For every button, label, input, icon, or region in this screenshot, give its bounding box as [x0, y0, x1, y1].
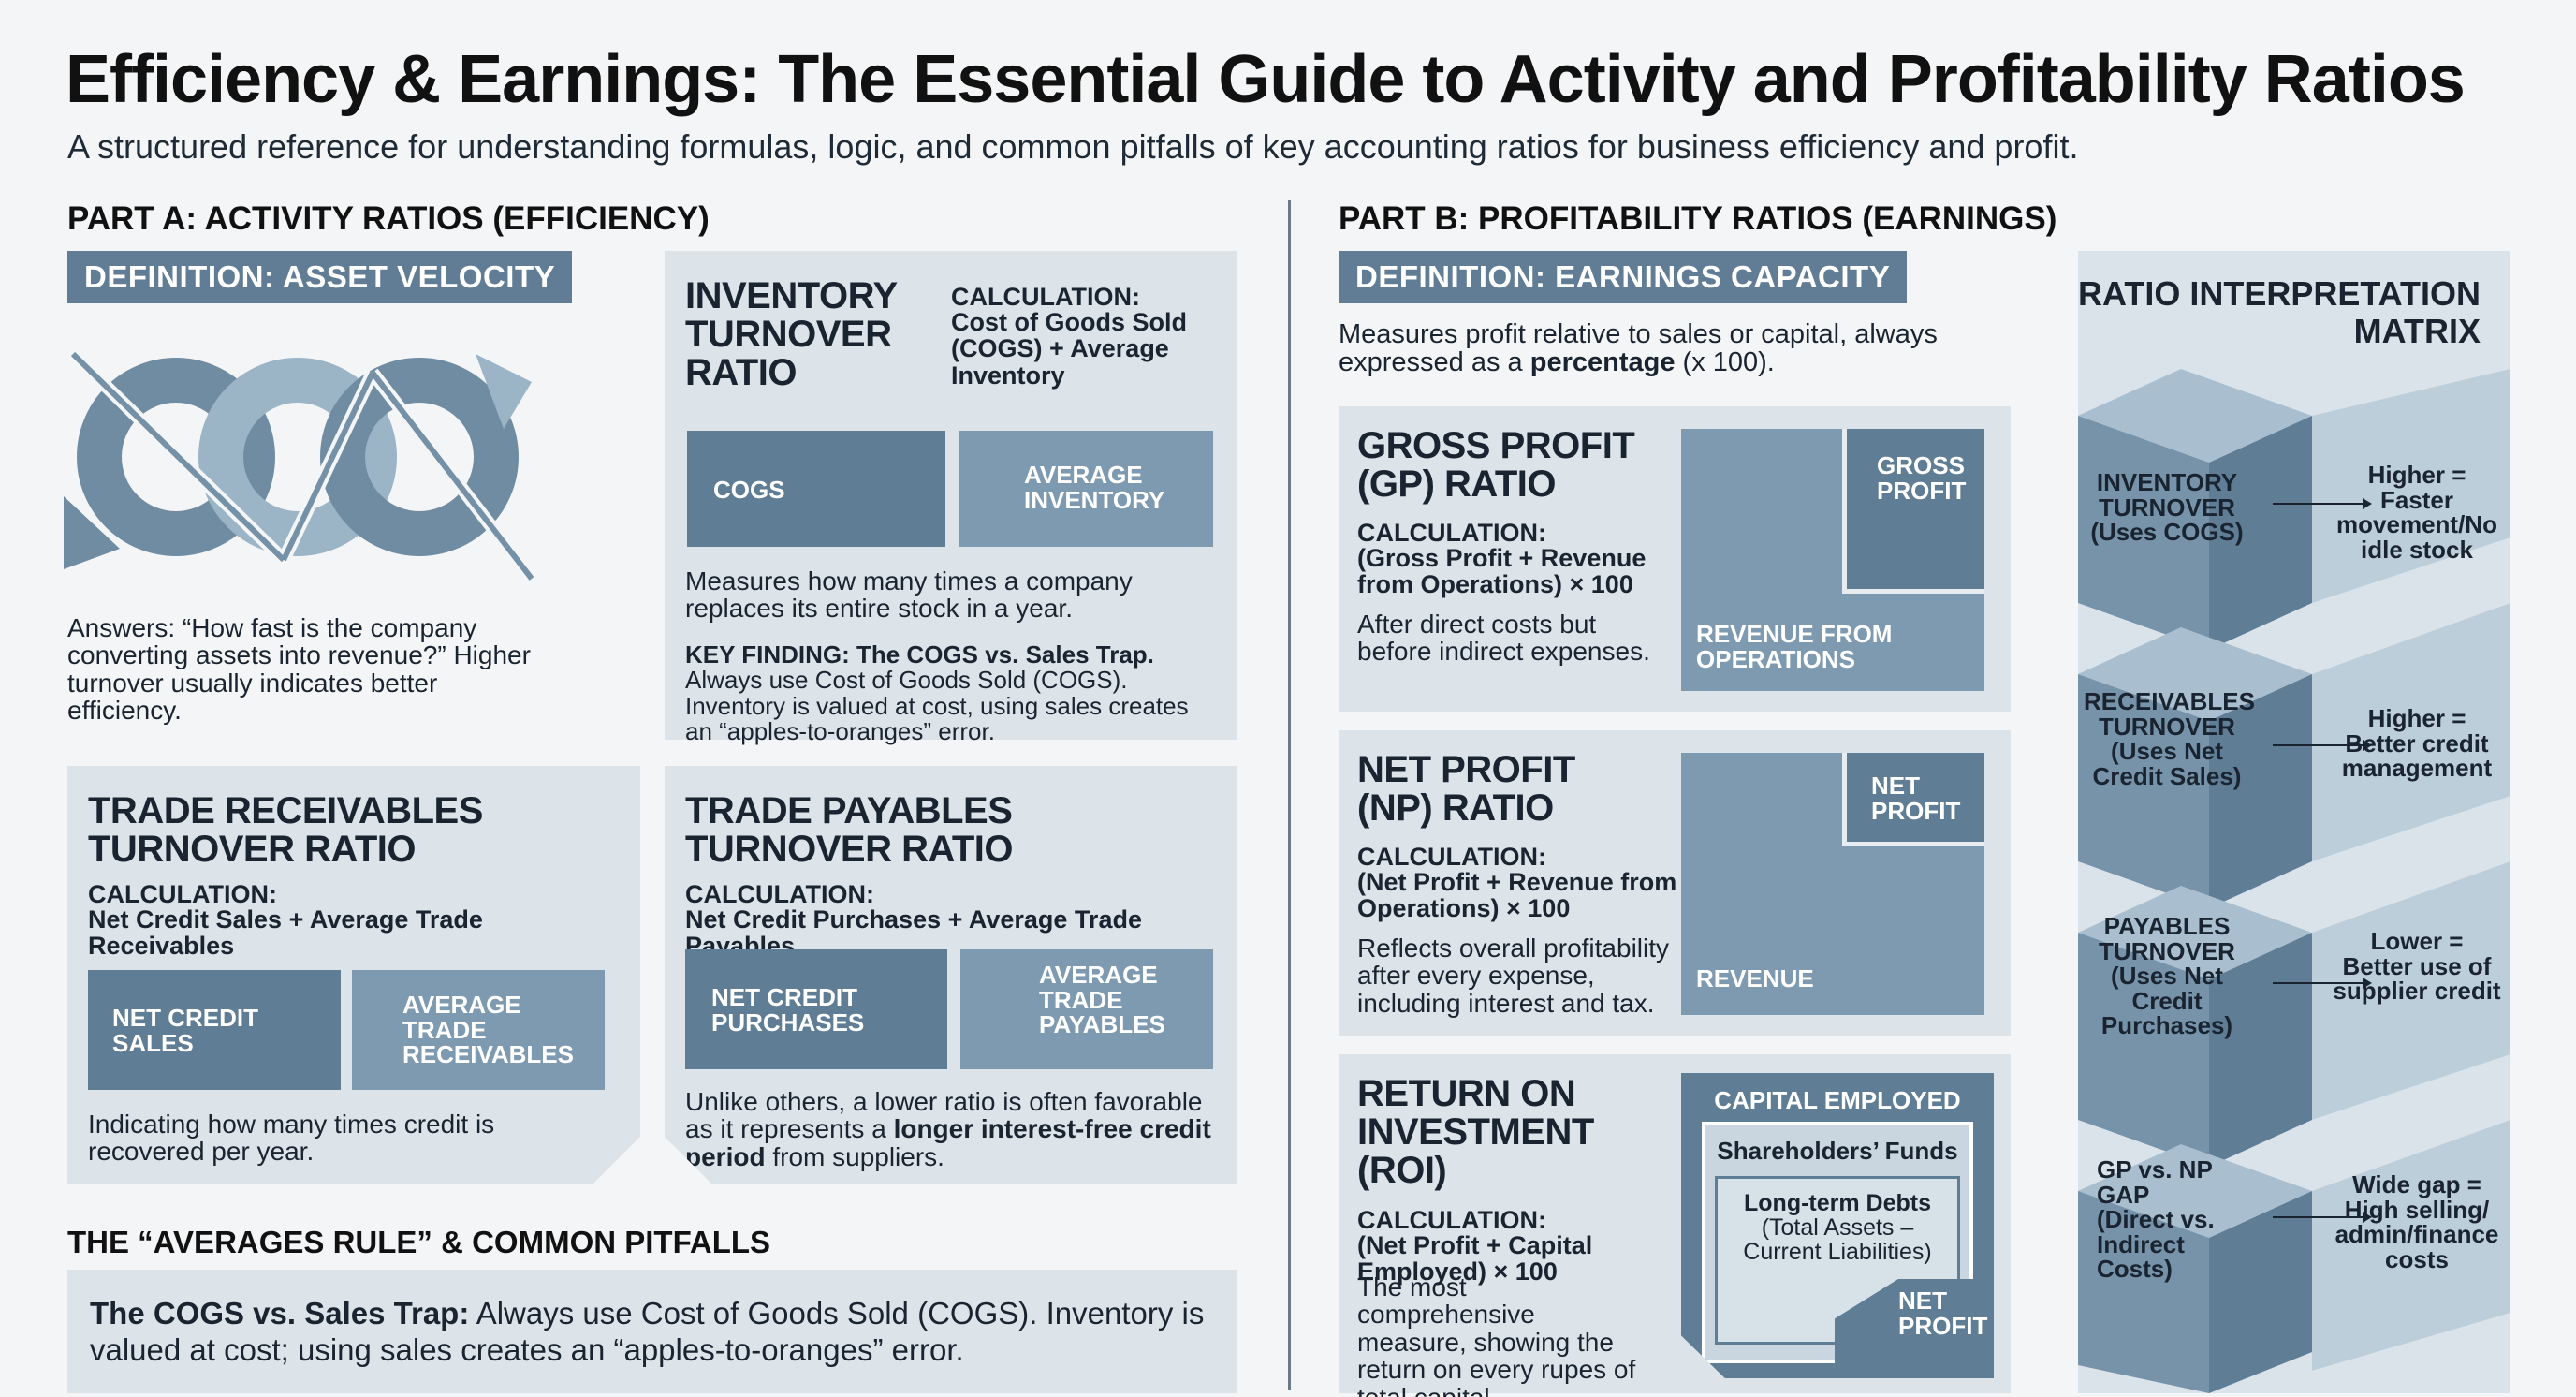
capital-employed-label: CAPITAL EMPLOYED [1714, 1086, 1961, 1114]
np-calc-formula: (Net Profit + Revenue from Operations) ×… [1357, 868, 1677, 923]
roi-calc-formula: (Net Profit + Capital Employed) × 100 [1357, 1231, 1593, 1287]
np-title: NET PROFIT (NP) RATIO [1357, 749, 1575, 829]
matrix-block-1 [2078, 369, 2510, 650]
inventory-calc-formula: Cost of Goods Sold (COGS) + Average Inve… [951, 308, 1187, 390]
key-finding-bold: KEY FINDING: The COGS vs. Sales Trap. [685, 640, 1154, 669]
matrix-row-2-note: Higher = Better credit management [2341, 704, 2493, 783]
inventory-title: INVENTORY TURNOVER RATIO [685, 275, 897, 393]
matrix-block-4 [2078, 1120, 2510, 1393]
matrix-row-3-label: PAYABLES TURNOVER (Uses Net Credit Purch… [2099, 912, 2235, 1040]
gross-profit-panel: GROSS PROFIT (GP) RATIO CALCULATION: (Gr… [1339, 406, 2011, 712]
payables-turnover-panel: TRADE PAYABLES TURNOVER RATIO CALCULATIO… [665, 766, 1237, 1184]
matrix-row-4-label: GP vs. NP GAP (Direct vs. Indirect Costs… [2097, 1155, 2215, 1284]
net-credit-sales-box: NET CREDIT SALES [88, 970, 341, 1090]
average-trade-payables-box: AVERAGE TRADE PAYABLES [960, 949, 1213, 1069]
gp-calc-label: CALCULATION: [1357, 519, 1546, 547]
definition-text-start: Measures profit relative to sales or cap… [1339, 319, 1938, 378]
np-calc-label: CALCULATION: [1357, 843, 1546, 871]
payables-description-start: Unlike others, a lower ratio is often fa… [685, 1087, 1203, 1144]
payables-description-bold: longer interest-free credit period [685, 1114, 1211, 1171]
page-subtitle: A structured reference for understanding… [67, 127, 2079, 166]
payables-description: Unlike others, a lower ratio is often fa… [685, 1088, 1228, 1170]
long-term-debts-label: Long-term Debts [1744, 1190, 1931, 1216]
definition-text-end: (x 100). [1682, 347, 1775, 378]
pitfalls-panel: The COGS vs. Sales Trap: Always use Cost… [67, 1270, 1237, 1393]
arrow-right-icon [2273, 498, 2372, 509]
roi-net-profit-label: NET PROFIT [1898, 1287, 1988, 1340]
gp-title: GROSS PROFIT (GP) RATIO [1357, 425, 1635, 505]
receivables-calc-label: CALCULATION: [88, 880, 277, 908]
answers-text: Answers: “How fast is the company conver… [67, 613, 531, 726]
gp-description: After direct costs but before indirect e… [1357, 610, 1650, 667]
shareholders-funds-label: Shareholders’ Funds [1717, 1137, 1958, 1165]
cycle-arrows-icon [64, 348, 537, 583]
matrix-row-1-note: Higher = Faster movement/No idle stock [2336, 461, 2497, 564]
roi-calc-label: CALCULATION: [1357, 1206, 1546, 1234]
payables-title: TRADE PAYABLES TURNOVER RATIO [685, 790, 1014, 870]
roi-panel: RETURN ON INVESTMENT (ROI) CALCULATION: … [1339, 1054, 2011, 1397]
column-divider [1288, 200, 1291, 1390]
interpretation-matrix-panel: RATIO INTERPRETATION MATRIX INVENTOR [2078, 251, 2510, 1393]
inventory-description: Measures how many times a company replac… [685, 566, 1133, 624]
inventory-turnover-panel: INVENTORY TURNOVER RATIO CALCULATION: Co… [665, 251, 1237, 743]
payables-description-end: from suppliers. [772, 1141, 944, 1171]
matrix-row-4-note: Wide gap = High selling/ admin/finance c… [2334, 1170, 2499, 1273]
matrix-block-2 [2078, 603, 2510, 908]
capital-employed-box: CAPITAL EMPLOYED Shareholders’ Funds Lon… [1681, 1073, 1994, 1378]
pitfalls-text: The COGS vs. Sales Trap: Always use Cost… [90, 1296, 1213, 1369]
matrix-blocks-graphic [2078, 369, 2510, 1393]
receivables-calc-formula: Net Credit Sales + Average Trade Receiva… [88, 905, 483, 961]
matrix-row-3-note: Lower = Better use of supplier credit [2333, 927, 2501, 1006]
net-profit-panel: NET PROFIT (NP) RATIO CALCULATION: (Net … [1339, 730, 2011, 1036]
average-inventory-box: AVERAGE INVENTORY [959, 431, 1213, 547]
gross-profit-inner-box: GROSS PROFIT [1842, 429, 1984, 594]
receivables-description: Indicating how many times credit is reco… [88, 1110, 495, 1167]
part-b-heading: PART B: PROFITABILITY RATIOS (EARNINGS) [1339, 200, 2057, 237]
roi-description: The most comprehensive measure, showing … [1357, 1272, 1636, 1397]
payables-calc-label: CALCULATION: [685, 880, 874, 908]
gp-calc-formula: (Gross Profit + Revenue from Operations)… [1357, 544, 1647, 599]
part-b-definition-text: Measures profit relative to sales or cap… [1339, 320, 1938, 377]
inventory-key-finding: KEY FINDING: The COGS vs. Sales Trap. Al… [685, 640, 1219, 745]
part-a-heading: PART A: ACTIVITY RATIOS (EFFICIENCY) [67, 200, 710, 237]
receivables-title: TRADE RECEIVABLES TURNOVER RATIO [88, 790, 483, 870]
cogs-box: COGS [687, 431, 945, 547]
net-profit-inner-box: NET PROFIT [1842, 753, 1984, 846]
np-description: Reflects overall profitability after eve… [1357, 934, 1670, 1018]
matrix-row-2-label: RECEIVABLES TURNOVER (Uses Net Credit Sa… [2084, 687, 2255, 790]
key-finding-text: Always use Cost of Goods Sold (COGS). In… [685, 666, 1189, 745]
part-b-definition-badge: DEFINITION: EARNINGS CAPACITY [1339, 251, 1908, 303]
revenue-box: REVENUE NET PROFIT [1681, 753, 1984, 1015]
roi-title: RETURN ON INVESTMENT (ROI) [1357, 1073, 1594, 1191]
matrix-block-3 [2078, 861, 2510, 1167]
arrow-right-icon [2273, 740, 2372, 751]
matrix-title: RATIO INTERPRETATION MATRIX [2078, 274, 2481, 350]
payables-calc-formula: Net Credit Purchases + Average Trade Pay… [685, 905, 1142, 961]
net-credit-purchases-box: NET CREDIT PURCHASES [685, 949, 947, 1069]
revenue-label: REVENUE [1696, 964, 1814, 993]
page-title: Efficiency & Earnings: The Essential Gui… [66, 42, 2466, 117]
arrow-right-icon [2273, 1212, 2372, 1223]
part-a-definition-badge: DEFINITION: ASSET VELOCITY [67, 251, 573, 303]
pitfalls-heading: THE “AVERAGES RULE” & COMMON PITFALLS [67, 1225, 771, 1259]
pitfalls-bold: The COGS vs. Sales Trap: [90, 1296, 470, 1331]
revenue-from-operations-box: REVENUE FROM OPERATIONS GROSS PROFIT [1681, 429, 1984, 691]
long-term-debts-detail: (Total Assets – Current Liabilities) [1743, 1214, 1932, 1265]
receivables-turnover-panel: TRADE RECEIVABLES TURNOVER RATIO CALCULA… [67, 766, 640, 1184]
definition-text-bold: percentage [1530, 347, 1676, 378]
arrow-right-icon [2273, 978, 2372, 989]
pitfalls-body: Always use Cost of Goods Sold (COGS). In… [90, 1296, 1205, 1367]
matrix-row-1-label: INVENTORY TURNOVER (Uses COGS) [2090, 468, 2244, 547]
revenue-from-operations-label: REVENUE FROM OPERATIONS [1696, 620, 1893, 673]
average-trade-receivables-box: AVERAGE TRADE RECEIVABLES [352, 970, 605, 1090]
inventory-calc-label: CALCULATION: [951, 283, 1140, 311]
